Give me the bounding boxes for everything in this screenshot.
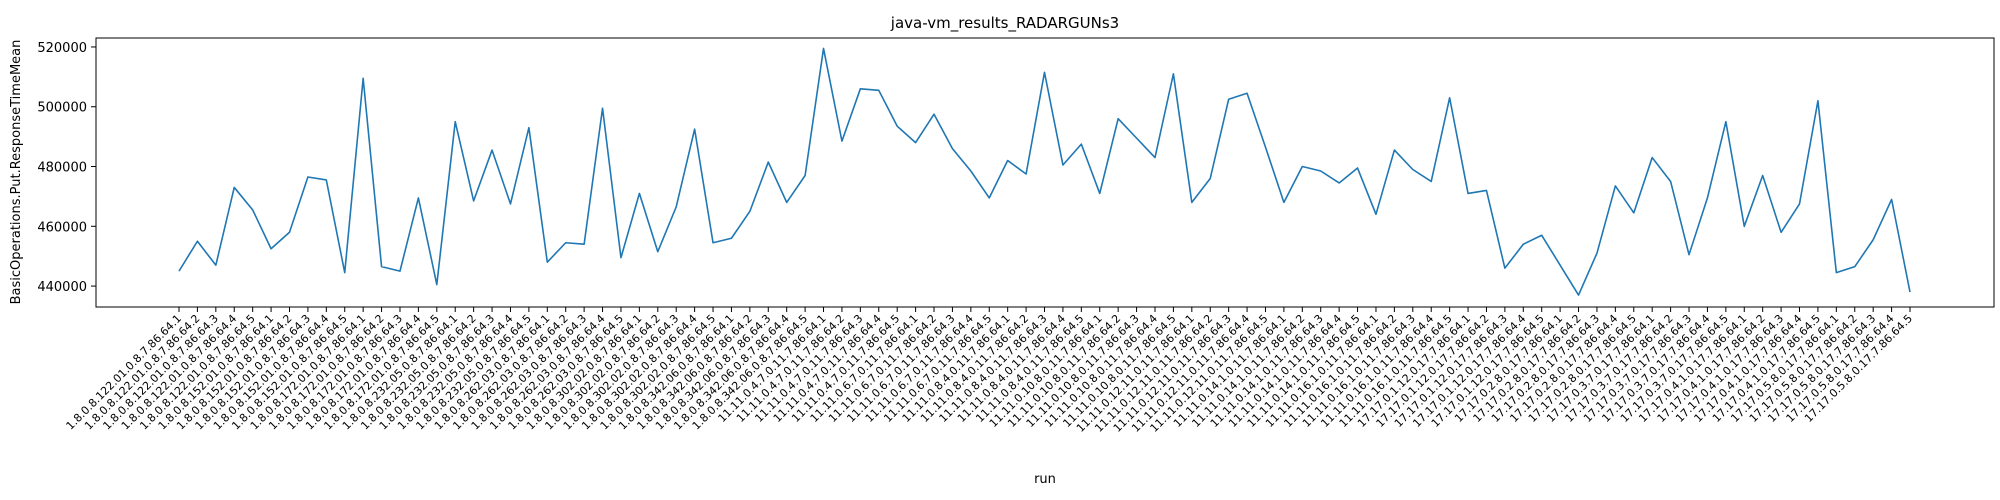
plot-frame [95,37,1995,308]
series-line [178,47,1911,296]
y-tick-label: 480000 [37,161,87,176]
y-axis-ticks: 440000 460000 480000 500000 520000 [37,41,96,295]
chart-title: java-vm_results_RADARGUNs3 [890,14,1119,33]
x-axis-label: run [1034,472,1056,487]
y-tick-label: 500000 [37,101,87,116]
y-tick-label: 520000 [37,41,87,56]
y-tick-label: 440000 [37,280,87,295]
plot-area: 1.8.0.8.122.01.0.8.7.86.64.11.8.0.8.122.… [37,37,1995,435]
y-axis-label: BasicOperations.Put.ResponseTimeMean [9,40,24,305]
x-axis-ticks: 1.8.0.8.122.01.0.8.7.86.64.11.8.0.8.122.… [64,307,1915,435]
y-tick-label: 460000 [37,220,87,235]
